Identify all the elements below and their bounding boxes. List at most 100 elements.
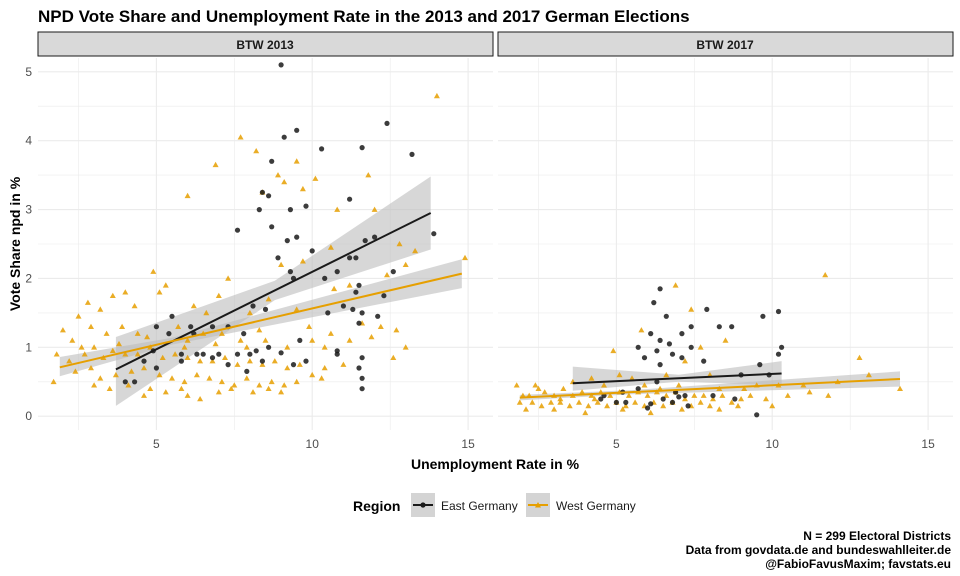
point-west-germany (278, 389, 285, 395)
point-west-germany (538, 402, 545, 409)
point-east-germany (657, 337, 663, 343)
point-east-germany (122, 379, 128, 385)
x-tick-label: 5 (153, 437, 160, 451)
legend-label-east: East Germany (441, 499, 518, 513)
point-west-germany (184, 354, 191, 360)
point-west-germany (72, 368, 79, 374)
point-west-germany (622, 402, 629, 409)
point-west-germany (523, 406, 529, 412)
point-east-germany (669, 351, 676, 357)
point-east-germany (359, 145, 365, 151)
point-west-germany (675, 382, 682, 388)
point-west-germany (231, 382, 238, 388)
point-west-germany (184, 392, 191, 398)
point-west-germany (306, 323, 313, 329)
point-east-germany (635, 344, 641, 350)
point-west-germany (284, 344, 291, 350)
point-west-germany (131, 303, 138, 309)
point-east-germany (209, 324, 216, 330)
point-east-germany (166, 331, 172, 337)
point-east-germany (669, 399, 676, 405)
point-east-germany (775, 308, 782, 315)
point-east-germany (347, 196, 353, 202)
point-east-germany (188, 324, 194, 330)
y-tick-label: 3 (25, 203, 32, 217)
point-east-germany (132, 379, 138, 385)
y-tick-label: 1 (25, 340, 32, 354)
point-west-germany (390, 354, 397, 360)
point-east-germany (241, 331, 247, 337)
point-west-germany (215, 389, 222, 395)
point-west-germany (647, 409, 654, 416)
point-east-germany (641, 355, 648, 361)
point-west-germany (203, 309, 210, 316)
point-west-germany (169, 375, 175, 381)
point-west-germany (141, 392, 147, 398)
point-west-germany (629, 375, 635, 381)
point-east-germany (648, 401, 654, 407)
point-west-germany (716, 406, 723, 412)
point-west-germany (557, 396, 564, 402)
caption-line-3: @FabioFavusMaxim; favstats.eu (765, 557, 951, 571)
point-west-germany (706, 402, 713, 409)
point-east-germany (281, 134, 287, 140)
fit-line-west (519, 378, 901, 399)
point-east-germany (613, 399, 620, 405)
point-east-germany (247, 351, 253, 357)
point-west-germany (190, 303, 197, 309)
point-west-germany (368, 334, 375, 340)
point-east-germany (775, 351, 782, 357)
point-west-germany (212, 340, 219, 347)
point-east-germany (359, 375, 365, 381)
y-axis-ticks: 0 1 2 3 4 5 (25, 65, 32, 423)
point-east-germany (294, 234, 300, 240)
point-east-germany (704, 306, 710, 312)
legend-label-west: West Germany (556, 499, 636, 513)
point-east-germany (334, 269, 340, 275)
point-east-germany (234, 351, 241, 357)
point-west-germany (134, 351, 141, 357)
point-west-germany (682, 358, 688, 364)
point-east-germany (350, 306, 356, 312)
point-west-germany (106, 385, 113, 391)
point-west-germany (822, 272, 829, 278)
point-west-germany (557, 399, 564, 405)
point-west-germany (588, 392, 595, 398)
point-west-germany (75, 313, 82, 319)
point-east-germany (259, 358, 265, 364)
point-east-germany (623, 399, 629, 405)
facet-strip-btw-2017 (497, 31, 954, 57)
point-west-germany (225, 275, 232, 281)
point-east-germany (679, 331, 685, 337)
point-west-germany (660, 402, 667, 409)
point-west-germany (103, 330, 110, 336)
point-west-germany (741, 385, 748, 391)
point-west-germany (299, 258, 306, 264)
point-west-germany (384, 272, 390, 278)
point-west-germany (897, 385, 903, 391)
point-west-germany (256, 327, 263, 333)
point-west-germany (197, 358, 204, 364)
point-west-germany (156, 371, 163, 378)
point-east-germany (319, 146, 325, 152)
point-west-germany (119, 323, 126, 329)
point-east-germany (635, 386, 641, 392)
point-east-germany (654, 348, 660, 354)
point-west-germany (262, 337, 269, 343)
caption: N = 299 Electoral Districts Data from go… (686, 529, 952, 571)
point-east-germany (278, 350, 284, 356)
point-west-germany (865, 371, 872, 378)
legend: Region East Germany West Germany (353, 493, 636, 517)
caption-line-1: N = 299 Electoral Districts (803, 529, 951, 543)
point-west-germany (321, 344, 328, 350)
panel-btw-2013: BTW 2013 5 10 15 (37, 31, 494, 451)
point-east-germany (654, 379, 660, 385)
point-west-germany (585, 402, 592, 409)
x-tick-label: 10 (306, 437, 320, 451)
point-west-germany (159, 354, 166, 360)
point-west-germany (162, 282, 169, 288)
point-east-germany (375, 313, 381, 319)
point-east-germany (294, 127, 300, 133)
point-west-germany (243, 375, 250, 381)
point-west-germany (644, 392, 651, 398)
